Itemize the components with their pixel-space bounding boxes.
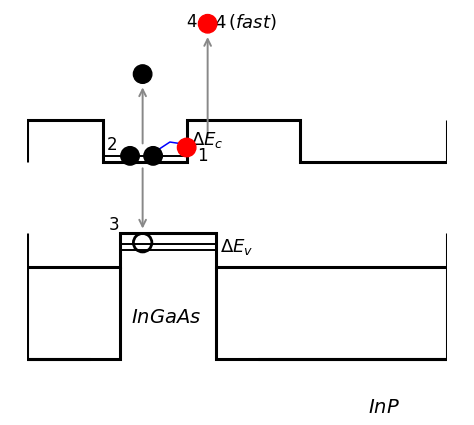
Text: $4\,(fast)$: $4\,(fast)$ — [214, 11, 277, 31]
Text: $InP$: $InP$ — [368, 398, 400, 417]
Text: $\Delta E_c$: $\Delta E_c$ — [191, 130, 223, 150]
Text: 1: 1 — [197, 147, 208, 165]
Text: 2: 2 — [107, 136, 118, 154]
Circle shape — [199, 14, 217, 33]
Circle shape — [133, 65, 152, 83]
Circle shape — [144, 147, 162, 165]
Text: 3: 3 — [109, 216, 119, 234]
Text: $\Delta E_v$: $\Delta E_v$ — [220, 237, 254, 257]
Circle shape — [177, 138, 196, 157]
Text: $InGaAs$: $InGaAs$ — [130, 308, 201, 327]
Text: 4: 4 — [187, 13, 197, 31]
Circle shape — [121, 147, 139, 165]
